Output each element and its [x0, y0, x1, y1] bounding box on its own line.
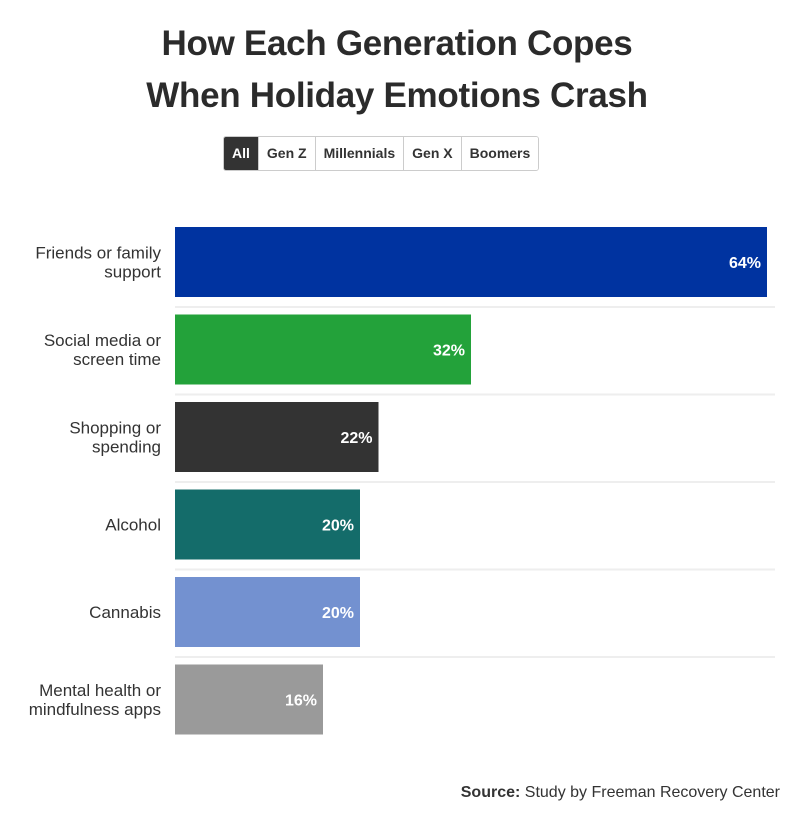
category-label: Cannabis — [89, 603, 161, 622]
bar — [175, 314, 471, 385]
value-label: 20% — [322, 518, 354, 535]
bar — [175, 577, 360, 647]
generation-filter: All Gen Z Millennials Gen X Boomers — [223, 136, 540, 171]
title-line-2: When Holiday Emotions Crash — [146, 76, 648, 115]
tab-all[interactable]: All — [224, 137, 258, 170]
tab-boomers[interactable]: Boomers — [460, 137, 539, 170]
bar — [175, 664, 323, 735]
value-label: 20% — [322, 605, 354, 622]
value-label: 16% — [285, 693, 317, 710]
category-label: Mental health or mindfulness apps — [29, 681, 162, 719]
row-separator — [175, 568, 775, 571]
category-label: Social media or screen time — [44, 331, 162, 369]
chart-title: How Each Generation Copes When Holiday E… — [0, 18, 794, 122]
source-text: Study by Freeman Recovery Center — [524, 784, 780, 801]
bar — [175, 489, 360, 560]
value-label: 64% — [729, 255, 761, 272]
category-label: Alcohol — [105, 516, 161, 535]
row-separator — [175, 306, 775, 308]
bar — [175, 402, 379, 472]
row-separator — [175, 656, 775, 658]
bar — [175, 227, 767, 297]
title-line-1: How Each Generation Copes — [161, 24, 633, 63]
tab-gen-z[interactable]: Gen Z — [257, 137, 315, 170]
tab-gen-x[interactable]: Gen X — [403, 137, 461, 170]
value-label: 32% — [433, 343, 465, 360]
category-label: Friends or family support — [35, 244, 161, 282]
source-note: Source: Study by Freeman Recovery Center — [461, 784, 780, 802]
source-label: Source: — [460, 784, 521, 801]
row-separator — [175, 481, 775, 483]
category-label: Shopping or spending — [69, 419, 161, 457]
row-separator — [175, 393, 775, 396]
value-label: 22% — [340, 430, 372, 447]
tab-millennials[interactable]: Millennials — [314, 137, 404, 170]
